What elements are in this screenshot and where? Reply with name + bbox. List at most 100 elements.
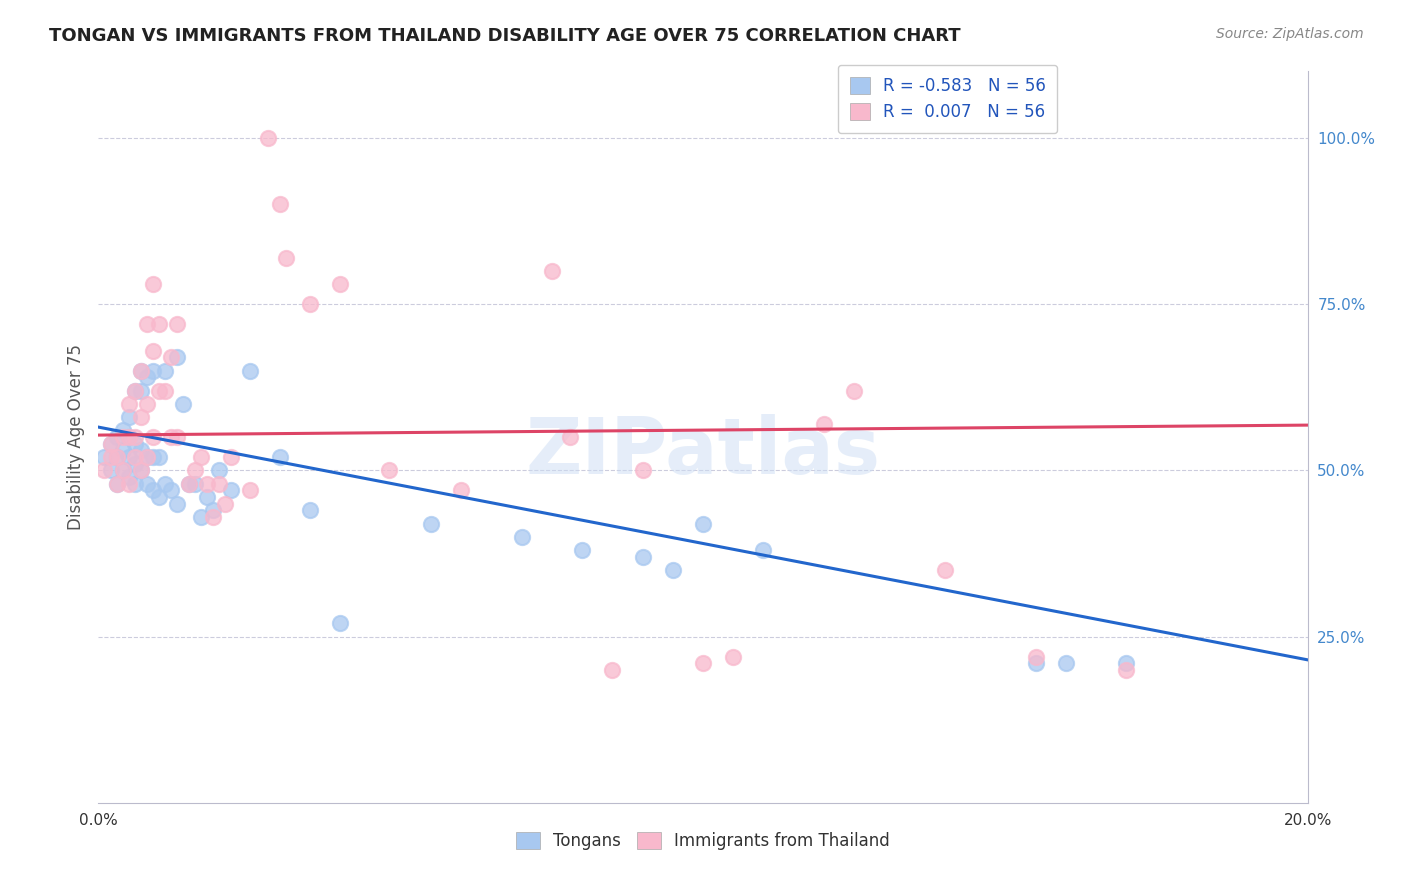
Point [299,297,322,311]
Point [118,430,141,444]
Point [752,543,775,558]
Point [105,450,128,464]
Point [100,450,122,464]
Point [118,410,141,425]
Point [1115,656,1137,670]
Point [195,490,218,504]
Point [135,476,157,491]
Point [202,509,225,524]
Point [179,476,201,491]
Point [100,436,122,450]
Point [256,131,278,145]
Point [105,476,128,491]
Point [239,483,262,498]
Point [631,463,654,477]
Text: TONGAN VS IMMIGRANTS FROM THAILAND DISABILITY AGE OVER 75 CORRELATION CHART: TONGAN VS IMMIGRANTS FROM THAILAND DISAB… [49,27,960,45]
Point [692,656,714,670]
Point [105,476,128,491]
Point [118,430,141,444]
Point [148,317,170,331]
Point [153,363,176,377]
Point [111,430,134,444]
Point [602,663,624,677]
Point [299,503,322,517]
Point [135,450,157,464]
Point [124,384,146,398]
Point [142,430,165,444]
Point [166,497,188,511]
Point [934,563,956,577]
Point [221,450,243,464]
Point [118,476,141,491]
Point [124,430,146,444]
Point [377,463,399,477]
Point [510,530,533,544]
Point [135,397,157,411]
Point [166,351,188,365]
Legend: Tongans, Immigrants from Thailand: Tongans, Immigrants from Thailand [506,822,900,860]
Point [111,463,134,477]
Point [142,483,165,498]
Point [661,563,683,577]
Point [813,417,835,431]
Point [214,497,236,511]
Point [160,430,183,444]
Point [93,450,115,464]
Point [450,483,472,498]
Point [420,516,443,531]
Point [105,450,128,464]
Point [142,450,165,464]
Point [1024,649,1046,664]
Point [105,430,128,444]
Point [148,450,170,464]
Point [723,649,745,664]
Point [118,470,141,484]
Y-axis label: Disability Age Over 75: Disability Age Over 75 [66,344,84,530]
Point [93,463,115,477]
Point [190,509,212,524]
Point [1054,656,1077,670]
Point [208,463,231,477]
Point [692,516,714,531]
Point [329,277,352,292]
Point [135,370,157,384]
Point [239,363,262,377]
Point [160,351,183,365]
Point [100,436,122,450]
Point [172,397,194,411]
Point [129,410,152,425]
Point [118,450,141,464]
Point [129,363,152,377]
Point [195,476,218,491]
Point [148,384,170,398]
Point [1024,656,1046,670]
Point [269,450,291,464]
Point [540,264,562,278]
Point [124,457,146,471]
Text: Source: ZipAtlas.com: Source: ZipAtlas.com [1216,27,1364,41]
Point [221,483,243,498]
Point [160,483,183,498]
Point [129,463,152,477]
Point [184,476,207,491]
Point [124,450,146,464]
Point [1115,663,1137,677]
Point [153,384,176,398]
Point [184,463,207,477]
Point [129,384,152,398]
Point [166,430,188,444]
Point [129,463,152,477]
Point [124,476,146,491]
Point [202,503,225,517]
Point [208,476,231,491]
Point [571,543,593,558]
Point [111,463,134,477]
Point [129,443,152,458]
Point [124,436,146,450]
Point [269,197,291,211]
Point [179,476,201,491]
Point [118,397,141,411]
Point [153,476,176,491]
Point [274,251,297,265]
Point [190,450,212,464]
